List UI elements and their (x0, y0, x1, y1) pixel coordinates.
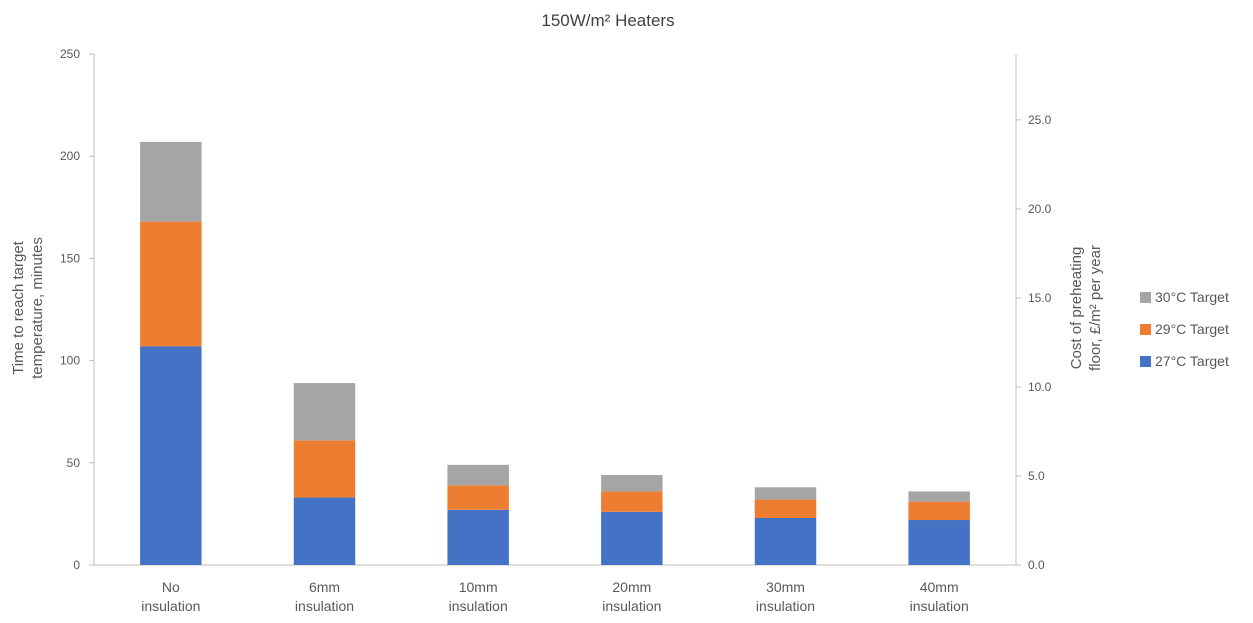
category-label: 30mm (766, 579, 805, 595)
right-tick-label: 25.0 (1028, 113, 1052, 127)
category-label: insulation (910, 598, 969, 614)
bar-30-c-target-0 (140, 141, 202, 222)
legend-swatch (1140, 324, 1151, 335)
category-label: 40mm (920, 579, 959, 595)
bars (140, 141, 970, 565)
left-axis-title-line-1: Time to reach target (10, 240, 27, 374)
category-label: insulation (141, 598, 200, 614)
bar-27-c-target-5 (908, 520, 970, 565)
category-label: No (162, 579, 180, 595)
legend: 30°C Target 29°C Target 27°C Target (1140, 289, 1229, 369)
category-label: insulation (449, 598, 508, 614)
right-tick-label: 20.0 (1028, 202, 1052, 216)
right-tick-label: 15.0 (1028, 291, 1052, 305)
bar-27-c-target-1 (293, 497, 356, 565)
right-axis-title-line-2: floor, £/m² per year (1087, 245, 1104, 371)
bar-30-c-target-1 (293, 383, 356, 441)
bar-30-c-target-2 (447, 464, 509, 486)
left-tick-label: 200 (60, 149, 80, 163)
bar-30-c-target-5 (908, 491, 970, 502)
bar-30-c-target-3 (601, 475, 663, 492)
right-axis-title-line-1: Cost of preheating (1068, 247, 1085, 370)
left-tick-label: 100 (60, 354, 80, 368)
left-axis-title-line-2: temperature, minutes (29, 237, 46, 379)
category-label: 6mm (309, 579, 340, 595)
category-label: 10mm (459, 579, 498, 595)
left-tick-label: 250 (60, 47, 80, 61)
bar-27-c-target-4 (754, 517, 817, 565)
left-axis-title: Time to reach target temperature, minute… (10, 237, 46, 379)
category-label: insulation (602, 598, 661, 614)
bar-29-c-target-2 (447, 485, 509, 510)
legend-label: 27°C Target (1155, 353, 1229, 369)
legend-label: 29°C Target (1155, 321, 1229, 337)
category-labels: No insulation 6mm insulation 10mm insulation 2… (141, 579, 968, 614)
right-axis-title: Cost of preheating floor, £/m² per year (1068, 245, 1104, 371)
legend-swatch (1140, 356, 1151, 367)
bar-27-c-target-0 (140, 346, 202, 565)
category-label: insulation (756, 598, 815, 614)
bar-29-c-target-5 (908, 501, 970, 521)
right-tick-label: 0.0 (1028, 558, 1045, 572)
bar-27-c-target-2 (447, 509, 509, 565)
left-tick-label: 0 (73, 558, 80, 572)
right-tick-label: 5.0 (1028, 469, 1045, 483)
bar-27-c-target-3 (601, 511, 663, 565)
category-label: 20mm (612, 579, 651, 595)
bar-29-c-target-3 (601, 491, 663, 512)
chart-title: 150W/m² Heaters (541, 11, 674, 30)
bar-29-c-target-0 (140, 221, 202, 347)
bar-30-c-target-4 (754, 487, 817, 500)
left-y-ticks: 0 50 100 150 200 250 (60, 47, 94, 572)
left-tick-label: 150 (60, 251, 80, 265)
right-tick-label: 10.0 (1028, 380, 1052, 394)
category-label: insulation (295, 598, 354, 614)
legend-label: 30°C Target (1155, 289, 1229, 305)
legend-swatch (1140, 292, 1151, 303)
bar-29-c-target-4 (754, 499, 817, 518)
left-tick-label: 50 (67, 456, 81, 470)
right-y-ticks: 0.0 5.0 10.0 15.0 20.0 25.0 (1016, 113, 1052, 572)
bar-29-c-target-1 (293, 440, 356, 498)
